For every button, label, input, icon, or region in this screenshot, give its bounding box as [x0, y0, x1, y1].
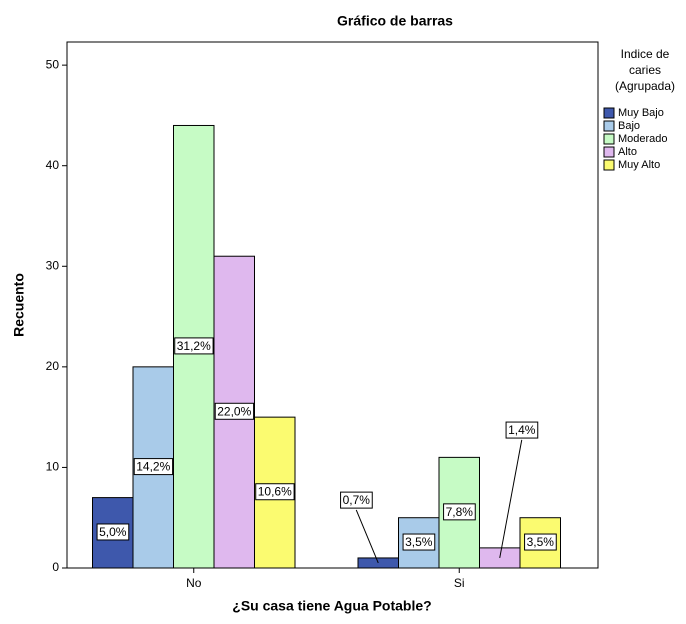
value-label-box: [443, 503, 476, 521]
x-tick-label: No: [186, 576, 202, 590]
legend-label: Muy Bajo: [618, 107, 664, 119]
value-label: 5,0%: [99, 525, 127, 539]
value-label-box: [133, 458, 174, 476]
y-tick-label: 50: [46, 57, 60, 71]
y-tick-label: 30: [46, 258, 60, 272]
x-tick-label: Si: [454, 576, 465, 590]
value-label-box: [524, 533, 557, 551]
value-label: 14,2%: [136, 460, 170, 474]
value-label: 3,5%: [527, 535, 555, 549]
label-leader: [499, 439, 523, 559]
value-label: 7,8%: [446, 505, 474, 519]
value-label-box: [505, 421, 539, 439]
legend-title: (Agrupada): [615, 79, 675, 93]
value-label-box: [340, 491, 373, 509]
legend-title: Indice de: [621, 47, 670, 61]
value-label-box: [96, 523, 130, 541]
chart-title: Gráfico de barras: [337, 13, 453, 29]
value-label-box: [214, 402, 255, 420]
label-leader: [355, 509, 379, 564]
legend-label: Alto: [618, 146, 637, 158]
legend-label: Muy Alto: [618, 159, 660, 171]
value-label: 22,0%: [217, 404, 251, 418]
y-axis-label: Recuento: [11, 273, 27, 337]
legend-title: caries: [629, 63, 661, 77]
plot-frame: [66, 41, 599, 569]
y-tick-label: 10: [46, 460, 60, 474]
y-tick-label: 20: [46, 359, 60, 373]
value-label-box: [402, 533, 436, 551]
value-label: 3,5%: [405, 535, 433, 549]
legend-label: Bajo: [618, 120, 640, 132]
y-tick-label: 0: [52, 560, 59, 574]
value-label: 10,6%: [258, 485, 292, 499]
y-tick-label: 40: [46, 158, 60, 172]
value-label-box: [255, 483, 295, 501]
value-label: 0,7%: [343, 493, 371, 507]
legend-swatch: [603, 159, 615, 171]
legend-label: Moderado: [618, 133, 668, 145]
legend-swatch: [603, 120, 615, 132]
legend-swatch: [603, 146, 615, 158]
value-label: 31,2%: [177, 339, 211, 353]
x-axis-label: ¿Su casa tiene Agua Potable?: [232, 598, 431, 614]
value-label: 1,4%: [508, 423, 536, 437]
legend-swatch: [603, 133, 615, 145]
legend-swatch: [603, 107, 615, 119]
value-label-box: [174, 337, 214, 355]
